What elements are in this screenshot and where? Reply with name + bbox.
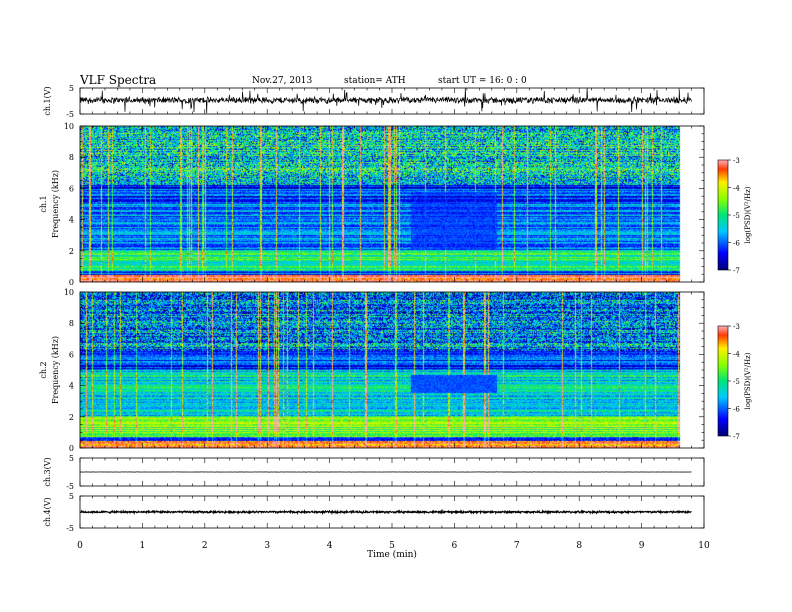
colorbar-tick-label: -5	[733, 378, 740, 386]
axis-ticks	[79, 87, 731, 529]
y-tick-label: 4	[69, 382, 74, 391]
colorbar-label: log(PSD)(V²/Hz)	[744, 186, 752, 243]
x-axis-label: Time (min)	[367, 549, 417, 560]
colorbar-tick-label: -6	[733, 240, 740, 248]
colorbar-tick-label: -5	[733, 212, 740, 220]
y-axis-label-ch1-spectrogram: Frequency (kHz)	[51, 170, 60, 238]
y-tick-label: -5	[66, 482, 74, 491]
y-tick-label: 5	[69, 454, 74, 463]
ch2-colorbar	[718, 326, 728, 436]
y-tick-label: -5	[66, 110, 74, 119]
y-tick-label: 2	[69, 247, 74, 256]
x-tick-label: 8	[576, 541, 582, 551]
axis-labels: 0 1 2 3 4 5 6 7 8 9 105-5ch.1(V)5-5ch.3(V)5-5ch.4(…	[39, 84, 752, 551]
ch1-colorbar	[718, 160, 728, 270]
y-tick-label: 0	[69, 444, 74, 453]
y-tick-label: 6	[69, 184, 74, 193]
y-tick-label: 10	[64, 122, 74, 131]
y-tick-label: 8	[69, 153, 74, 162]
figure-title: VLF Spectra	[79, 73, 156, 87]
date-label: Nov.27, 2013	[252, 76, 313, 86]
y-tick-label: 8	[69, 319, 74, 328]
x-tick-label: 7	[514, 541, 520, 551]
panel-channel-label-ch2-spectrogram: ch.2	[39, 361, 48, 378]
x-tick-label: 9	[639, 541, 645, 551]
ch2-spectrogram-image	[80, 292, 692, 448]
colorbar-tick-label: -7	[733, 433, 740, 441]
y-tick-label: 4	[69, 216, 74, 225]
colorbar-tick-label: -6	[733, 406, 740, 414]
x-tick-label: 2	[202, 541, 208, 551]
colorbar-tick-label: -3	[733, 323, 740, 331]
x-tick-label: 6	[452, 541, 458, 551]
trace-ch1	[79, 87, 692, 114]
start-time-label: start UT = 16: 0 : 0	[438, 76, 527, 86]
colorbar-tick-label: -7	[733, 267, 740, 275]
y-axis-label-ch1: ch.1(V)	[43, 86, 52, 115]
y-tick-label: -5	[66, 524, 74, 533]
panel-channel-label-ch1-spectrogram: ch.1	[39, 195, 48, 212]
y-tick-label: 5	[69, 492, 74, 501]
y-tick-label: 10	[64, 288, 74, 297]
y-tick-label: 5	[69, 84, 74, 93]
x-tick-label: 0	[77, 541, 83, 551]
y-tick-label: 6	[69, 350, 74, 359]
x-tick-label: 3	[264, 541, 270, 551]
y-axis-label-ch2-spectrogram: Frequency (kHz)	[51, 336, 60, 404]
x-tick-label: 4	[327, 541, 333, 551]
x-tick-label: 10	[698, 541, 710, 551]
trace-ch4	[79, 508, 692, 516]
x-tick-label: 1	[140, 541, 146, 551]
time-series-traces	[79, 87, 692, 516]
colorbar-tick-label: -4	[733, 185, 740, 193]
y-tick-label: 0	[69, 278, 74, 287]
y-tick-label: 2	[69, 413, 74, 422]
ch1-spectrogram-image	[80, 126, 692, 282]
y-axis-label-ch4: ch.4(V)	[43, 497, 52, 526]
colorbar-tick-label: -3	[733, 157, 740, 165]
station-label: station= ATH	[344, 76, 406, 86]
colorbar-tick-label: -4	[733, 351, 740, 359]
x-tick-label: 5	[389, 541, 395, 551]
colorbar-label: log(PSD)(V²/Hz)	[744, 352, 752, 409]
y-axis-label-ch3: ch.3(V)	[43, 457, 52, 486]
